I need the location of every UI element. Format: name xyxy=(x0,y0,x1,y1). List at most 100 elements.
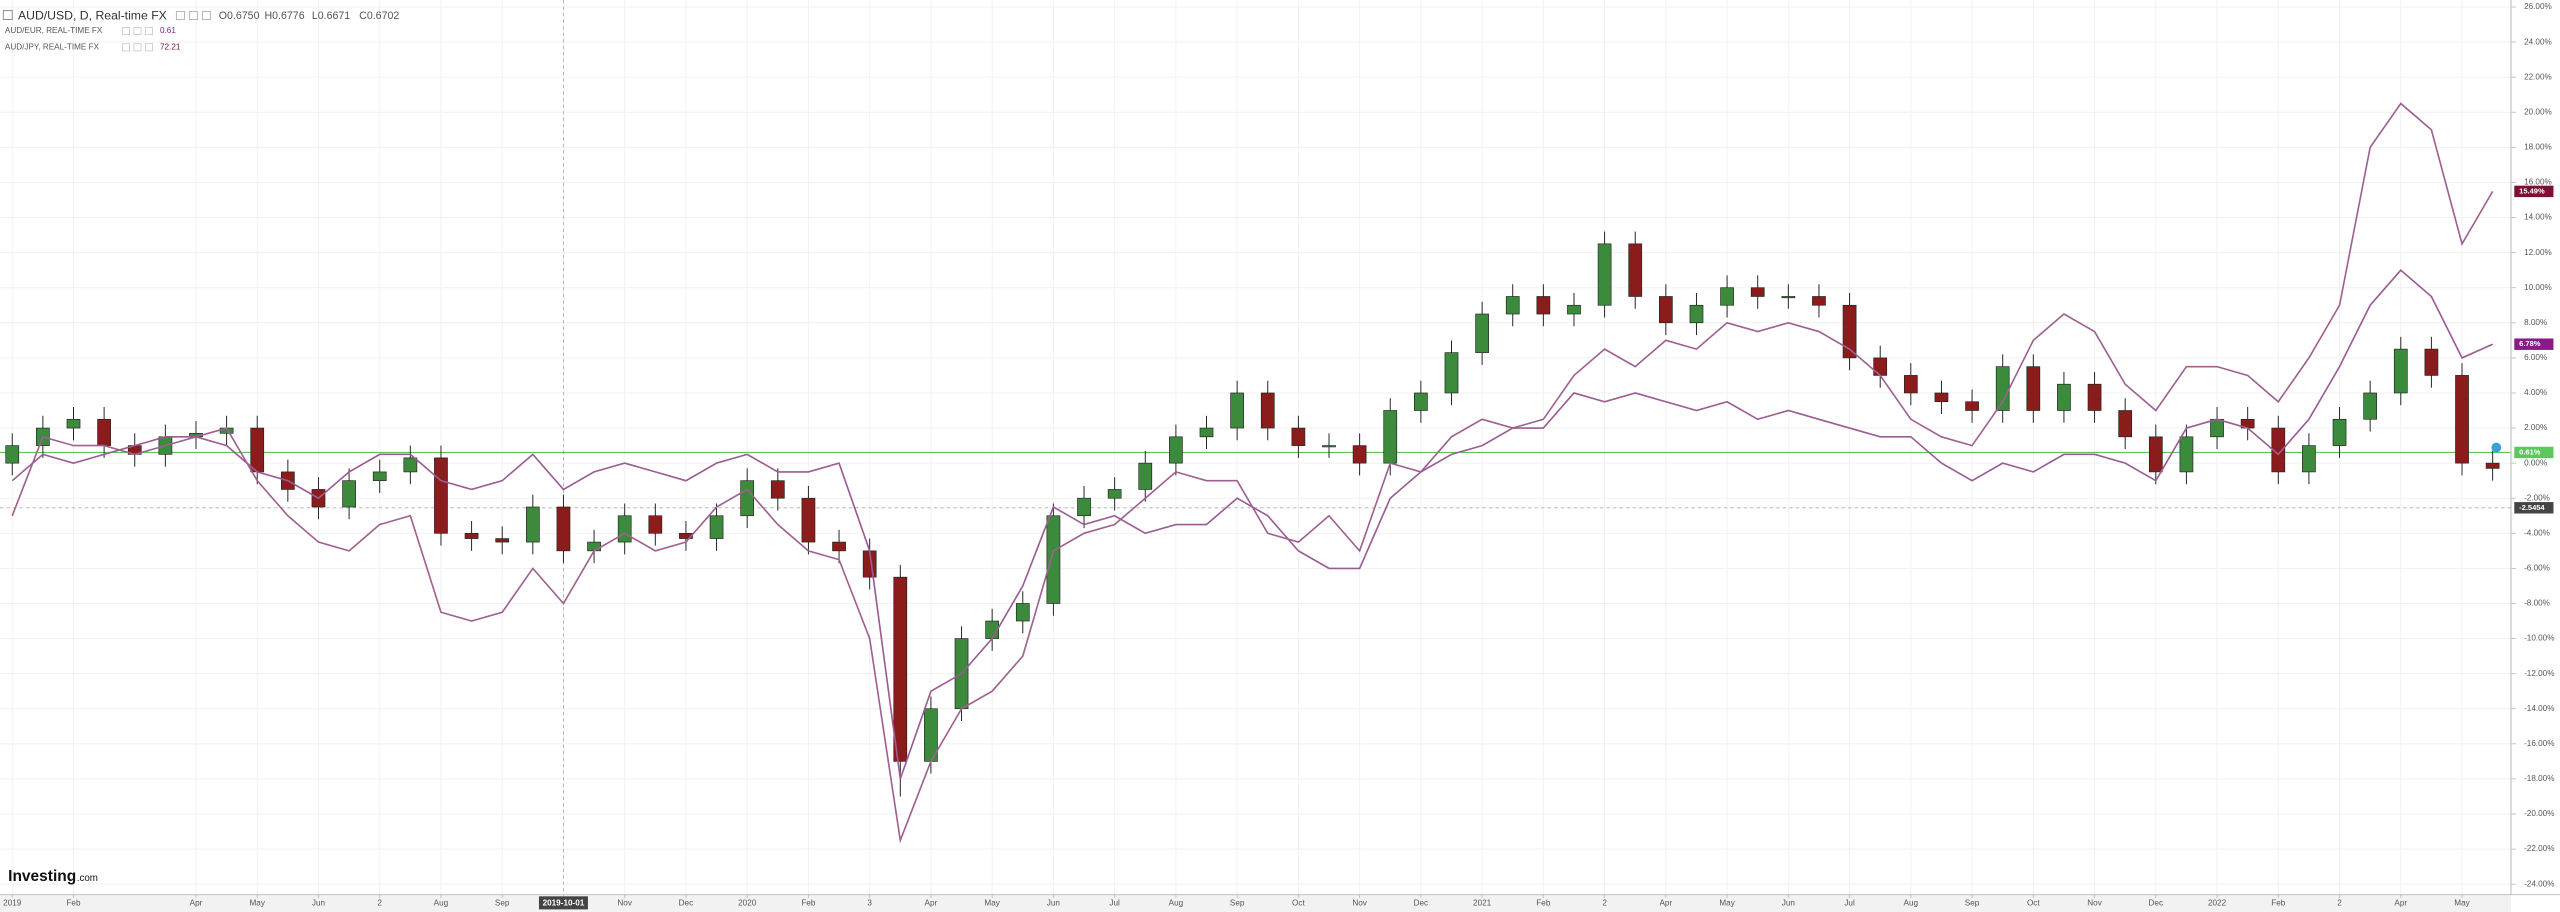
candle-body xyxy=(2026,366,2041,411)
last-value-tag-bg xyxy=(2514,338,2554,350)
ohlc-open: O0.6750 xyxy=(219,10,260,22)
last-value-tag: 15.49% xyxy=(2519,186,2545,195)
candle-body xyxy=(1077,497,1091,517)
x-tick-label: 2 xyxy=(1602,899,1607,908)
candle-body xyxy=(1750,287,1765,297)
x-tick-label: May xyxy=(1719,899,1735,908)
y-tick-label: -4.00% xyxy=(2524,528,2550,537)
y-tick-label: 18.00% xyxy=(2524,143,2552,152)
y-tick-label: -16.00% xyxy=(2524,739,2554,748)
candle-body xyxy=(403,457,418,473)
candle-body xyxy=(556,506,571,552)
candle-body xyxy=(1352,445,1367,464)
x-tick-label: Dec xyxy=(679,899,694,908)
x-tick-label: Aug xyxy=(1169,899,1184,908)
axes: 26.00%24.00%22.00%20.00%18.00%16.00%14.0… xyxy=(3,2,2554,910)
legend-label: AUD/EUR, REAL-TIME FX xyxy=(5,26,103,35)
x-tick-label: Feb xyxy=(66,899,81,908)
y-tick-label: -22.00% xyxy=(2524,844,2554,853)
x-tick-label: 2019 xyxy=(3,899,22,908)
candle-body xyxy=(1658,296,1673,324)
candle-body xyxy=(1781,296,1796,299)
candle-body xyxy=(2179,436,2194,473)
candle-body xyxy=(2118,410,2133,438)
candle-body xyxy=(709,515,724,539)
candle-body xyxy=(1567,304,1581,315)
collapse-icon[interactable] xyxy=(2,10,13,21)
logo-suffix: .com xyxy=(77,873,98,884)
candle-body xyxy=(1383,410,1398,464)
line-series xyxy=(11,102,2494,844)
legend-icon xyxy=(144,27,153,35)
candle-body xyxy=(2210,418,2224,438)
x-tick-label: Sep xyxy=(495,899,510,908)
candle-body xyxy=(2424,348,2439,376)
candle-body xyxy=(495,538,510,543)
last-value-tag: 6.78% xyxy=(2519,339,2541,348)
candle-body xyxy=(1597,243,1612,306)
candle-body xyxy=(525,506,540,543)
candle-body xyxy=(342,480,356,508)
hide-icon[interactable] xyxy=(188,11,198,21)
grid xyxy=(0,0,2512,895)
y-tick-label: -24.00% xyxy=(2524,879,2554,888)
y-tick-label: -20.00% xyxy=(2524,809,2554,818)
y-tick-label: 4.00% xyxy=(2524,388,2547,397)
candle-body xyxy=(1107,489,1122,499)
y-tick-label: -8.00% xyxy=(2524,599,2550,608)
y-tick-label: -14.00% xyxy=(2524,704,2554,713)
x-tick-label: Nov xyxy=(617,899,632,908)
candle-body xyxy=(1322,445,1336,448)
ohlc-low: L0.6671 xyxy=(312,10,350,22)
candle-body xyxy=(5,445,20,464)
legend-icon xyxy=(144,43,153,52)
candle-body xyxy=(1873,357,1888,376)
x-tick-label: Oct xyxy=(2027,899,2040,908)
ohlc-close: C0.6702 xyxy=(359,10,399,22)
candle-body xyxy=(250,427,265,473)
x-tick-label: Sep xyxy=(1965,899,1980,908)
logo-brand: Investing xyxy=(8,868,76,885)
x-tick-label: Oct xyxy=(1292,899,1305,908)
legend-icon xyxy=(122,27,130,35)
y-tick-label: 0.00% xyxy=(2524,458,2547,467)
x-tick-label: Jun xyxy=(1782,899,1795,908)
y-tick-label: -12.00% xyxy=(2524,669,2554,678)
legend-icon xyxy=(122,43,130,52)
y-tick-label: -2.00% xyxy=(2524,493,2550,502)
x-tick-label: 2 xyxy=(377,899,382,908)
candle-body xyxy=(1995,366,2010,411)
reference-tag-bg xyxy=(2514,446,2554,459)
x-tick-label: Apr xyxy=(925,899,938,908)
candle-body xyxy=(1628,243,1643,297)
candle-body xyxy=(1199,427,1214,438)
x-tick-label: Feb xyxy=(1536,899,1551,908)
candle-body xyxy=(1842,304,1857,359)
y-tick-label: 26.00% xyxy=(2524,2,2552,11)
x-tick-label: 2022 xyxy=(2208,899,2227,908)
candle-body xyxy=(1230,392,1244,429)
x-tick-label: Aug xyxy=(434,899,449,908)
candle-body xyxy=(2087,383,2102,411)
x-tick-label: Dec xyxy=(1414,899,1429,908)
y-tick-label: 22.00% xyxy=(2524,72,2552,81)
y-tick-label: 16.00% xyxy=(2524,178,2552,187)
candle-body xyxy=(1138,462,1153,490)
legend-quote: 0.61 xyxy=(160,26,176,35)
settings-icon[interactable] xyxy=(175,11,185,21)
x-tick-label: Feb xyxy=(2271,899,2286,908)
close-icon[interactable] xyxy=(202,11,212,21)
chart-title: AUD/USD, D, Real-time FX xyxy=(18,9,167,23)
candle-body xyxy=(2148,436,2163,473)
x-tick-label: Jun xyxy=(1047,899,1060,908)
y-tick-label: 2.00% xyxy=(2524,423,2547,432)
x-tick-label: Sep xyxy=(1230,899,1245,908)
candle-body xyxy=(801,497,816,543)
y-tick-label: 10.00% xyxy=(2524,283,2552,292)
x-tick-label: Apr xyxy=(190,899,203,908)
x-tick-label: May xyxy=(250,899,266,908)
x-tick-label: Feb xyxy=(801,899,816,908)
x-tick-label: Nov xyxy=(2087,899,2102,908)
legend-quote: 72.21 xyxy=(160,43,181,52)
